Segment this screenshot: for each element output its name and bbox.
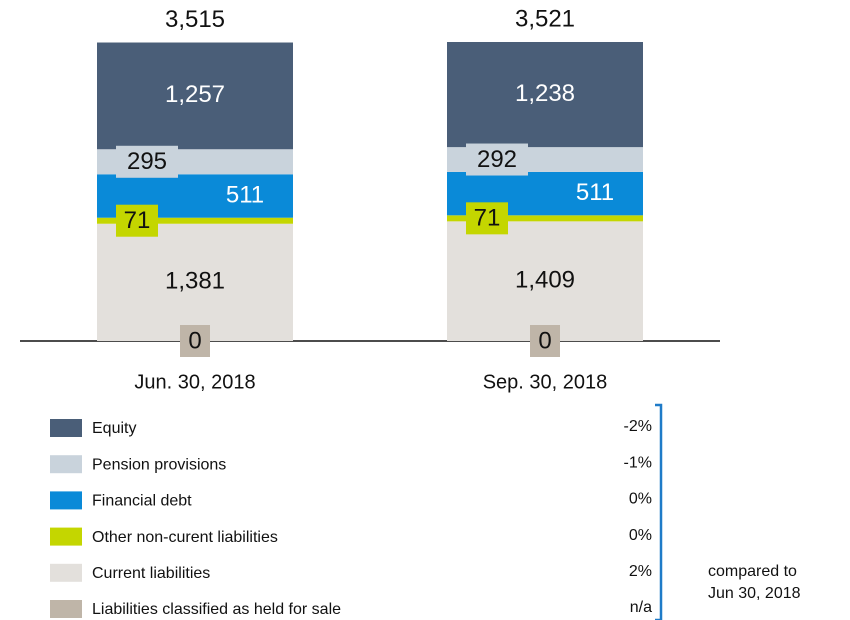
label-box: [530, 325, 560, 357]
data-label: 0: [538, 327, 551, 354]
change-label: -2%: [624, 418, 652, 435]
data-label: 1,381: [165, 268, 225, 295]
legend-label: Equity: [92, 420, 136, 437]
legend-label: Pension provisions: [92, 456, 226, 473]
change-label: 0%: [629, 491, 652, 508]
data-label: 71: [124, 207, 151, 234]
change-label: -1%: [624, 454, 652, 471]
label-box: [116, 145, 178, 178]
bar-segment: [447, 215, 643, 222]
legend-swatch: [50, 491, 82, 510]
bar-segment: [447, 42, 643, 148]
legend-swatch: [50, 527, 82, 546]
data-label: 1,409: [515, 267, 575, 294]
annotation: Jun 30, 2018: [708, 585, 801, 602]
total-label: 3,515: [165, 6, 225, 33]
bar-segment: [97, 42, 293, 150]
x-tick-label: Sep. 30, 2018: [483, 371, 608, 393]
x-tick-label: Jun. 30, 2018: [134, 371, 255, 393]
legend-swatch: [50, 600, 82, 618]
bar-segment: [97, 217, 293, 224]
legend-swatch: [50, 563, 82, 582]
change-label: 2%: [629, 563, 652, 580]
label-box: [466, 143, 528, 176]
change-label: n/a: [630, 599, 652, 616]
data-label: 0: [188, 327, 201, 354]
data-label: 511: [576, 179, 614, 206]
bar-segment: [97, 223, 293, 341]
total-label: 3,521: [515, 5, 575, 32]
data-label: 511: [226, 181, 264, 208]
change-label: 0%: [629, 527, 652, 544]
annotation: compared to: [708, 563, 797, 580]
data-label: 71: [474, 205, 501, 232]
data-label: 292: [477, 146, 517, 173]
bar-segment: [447, 221, 643, 341]
label-box: [466, 202, 508, 235]
data-label: 295: [127, 148, 167, 175]
legend-label: Current liabilities: [92, 565, 210, 582]
legend-label: Other non-curent liabilities: [92, 529, 278, 546]
legend-swatch: [50, 455, 82, 474]
bracket: [655, 403, 663, 620]
data-label: 1,257: [165, 81, 225, 108]
legend-label: Financial debt: [92, 493, 192, 510]
label-box: [116, 204, 158, 237]
legend-swatch: [50, 419, 82, 437]
label-box: [180, 325, 210, 357]
data-label: 1,238: [515, 80, 575, 107]
legend-label: Liabilities classified as held for sale: [92, 601, 341, 618]
